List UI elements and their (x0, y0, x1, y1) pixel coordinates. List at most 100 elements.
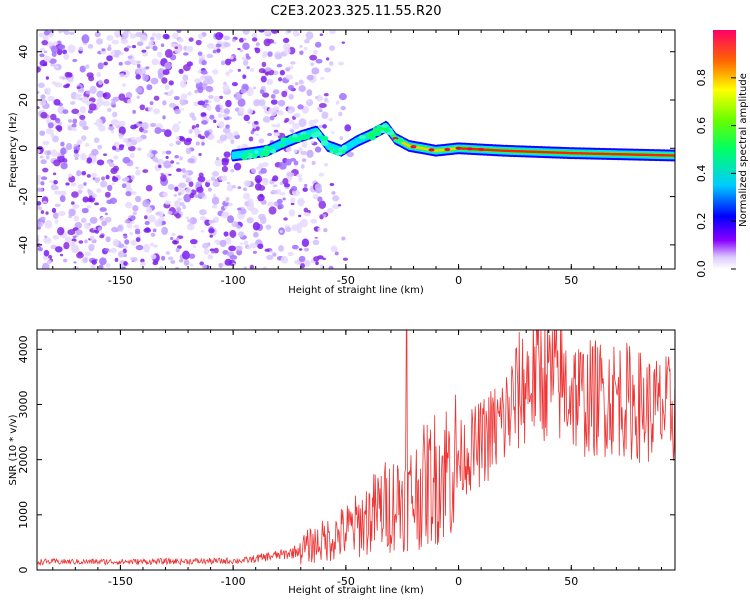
noise-dot (38, 32, 44, 38)
noise-dot (215, 31, 223, 41)
noise-dot (161, 77, 168, 84)
noise-dot (248, 136, 254, 142)
y-tick-label: 2000 (17, 446, 30, 474)
noise-dot (211, 170, 220, 178)
noise-dot (135, 74, 142, 80)
noise-dot (188, 37, 194, 42)
noise-dot (160, 43, 165, 48)
noise-dot (279, 69, 286, 76)
noise-dot (161, 150, 166, 155)
noise-dot (198, 33, 204, 40)
chart-title: C2E3.2023.325.11.55.R20 (270, 4, 441, 19)
noise-dot (211, 204, 218, 209)
noise-dot (37, 237, 40, 243)
colorbar-ticks: 0.0 0.2 0.4 0.6 0.8 (695, 69, 736, 278)
signal-ridge (230, 120, 675, 162)
noise-dot (301, 158, 307, 163)
noise-dot (272, 252, 277, 257)
noise-dot (287, 109, 293, 114)
noise-dot (129, 33, 137, 39)
noise-dot (270, 94, 276, 99)
noise-dot (149, 41, 154, 46)
noise-dot (175, 266, 179, 269)
noise-dot (152, 156, 158, 162)
noise-dot (160, 174, 167, 182)
ridge-blob (372, 127, 377, 132)
y-tick-label: 40 (17, 45, 30, 59)
noise-dot (170, 160, 175, 164)
noise-dot (239, 242, 244, 245)
noise-dot (296, 222, 303, 230)
noise-dot (318, 172, 325, 177)
noise-dot (237, 47, 241, 51)
noise-dot (114, 49, 122, 56)
noise-dot (246, 66, 250, 70)
ridge-blob (280, 137, 288, 142)
noise-dot (150, 77, 159, 85)
noise-dot (175, 247, 180, 253)
noise-dot (52, 234, 60, 240)
colorbar-tick-label: 0.4 (695, 165, 708, 183)
noise-dot (63, 53, 70, 61)
noise-dot (290, 129, 295, 133)
noise-dot (168, 102, 176, 108)
noise-dot (247, 108, 254, 115)
noise-dot (322, 214, 327, 218)
noise-dot (282, 177, 289, 185)
noise-dot (42, 63, 47, 66)
noise-dot (122, 248, 127, 254)
noise-dot (142, 129, 149, 134)
noise-dot (229, 56, 234, 60)
noise-dot (179, 80, 187, 88)
ridge-blob (313, 131, 322, 137)
noise-dot (282, 197, 286, 201)
noise-dot (48, 254, 53, 259)
noise-dot (285, 67, 291, 72)
noise-dot (112, 111, 118, 118)
noise-dot (142, 74, 149, 82)
noise-dot (255, 42, 260, 47)
noise-dot (306, 74, 314, 81)
noise-dot (146, 84, 153, 91)
noise-dot (165, 150, 172, 155)
noise-dot (79, 106, 87, 114)
noise-dot (298, 214, 302, 218)
noise-dot (183, 259, 190, 266)
noise-dot (101, 48, 106, 52)
noise-dot (219, 95, 223, 100)
noise-dot (219, 134, 228, 142)
noise-dot (297, 104, 304, 110)
noise-dot (161, 226, 169, 235)
noise-dot (243, 114, 250, 122)
colorbar-tick-label: 0.2 (695, 212, 708, 230)
noise-dot (277, 77, 283, 82)
noise-dot (96, 71, 101, 78)
noise-dot (258, 162, 264, 170)
noise-dot (168, 173, 172, 176)
noise-dot (191, 116, 197, 121)
noise-dot (76, 170, 82, 177)
noise-dot (200, 229, 205, 233)
noise-dot (106, 46, 112, 51)
noise-dot (98, 264, 104, 269)
noise-dot (72, 204, 80, 209)
noise-dot (69, 31, 75, 36)
noise-dot (325, 100, 330, 103)
noise-dot (202, 242, 209, 249)
noise-dot (122, 156, 131, 164)
noise-dot (305, 212, 310, 217)
noise-dot (233, 131, 239, 136)
noise-dot (183, 64, 191, 72)
noise-dot (233, 162, 242, 171)
noise-dot (219, 239, 227, 248)
noise-dot (193, 127, 200, 133)
noise-dot (215, 43, 222, 48)
noise-dot (108, 162, 115, 168)
noise-dot (170, 260, 176, 264)
noise-dot (225, 99, 232, 108)
noise-dot (86, 157, 93, 164)
noise-dot (37, 246, 43, 252)
noise-dot (209, 114, 215, 120)
noise-dot (318, 103, 327, 109)
noise-dot (162, 69, 170, 76)
